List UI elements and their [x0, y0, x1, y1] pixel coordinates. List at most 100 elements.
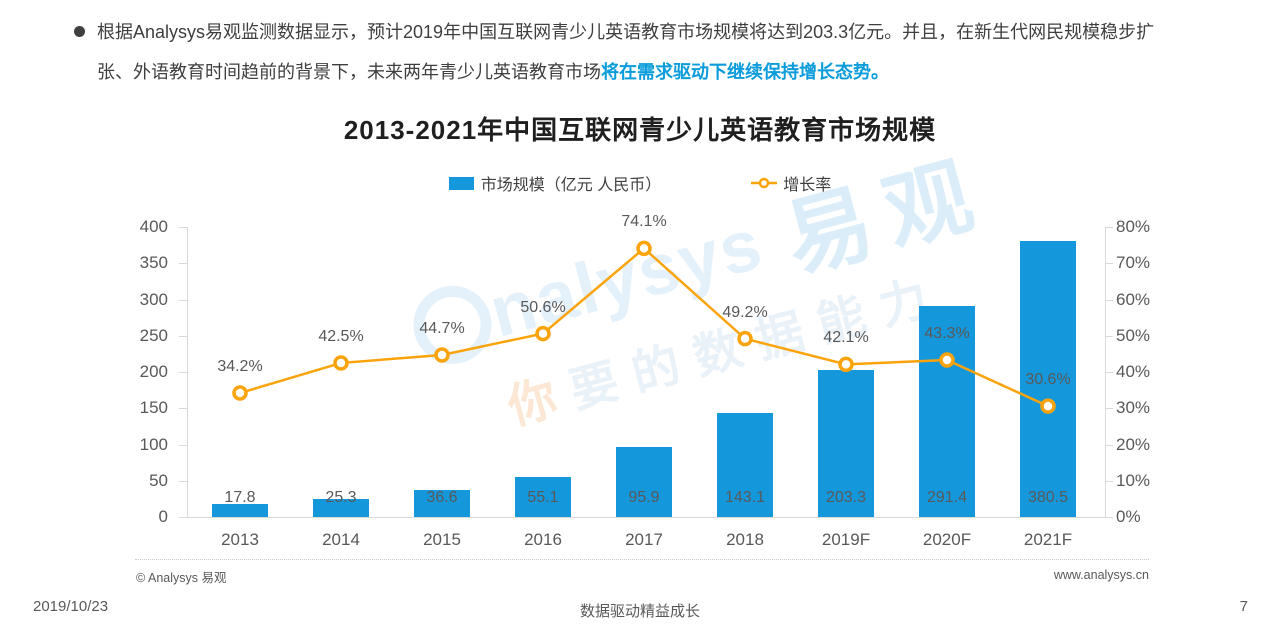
y-axis-label-left: 200	[139, 362, 168, 381]
bar	[818, 369, 874, 517]
y-axis-tick	[179, 335, 187, 337]
y-axis-label-left: 300	[139, 289, 168, 309]
bar-value-label: 380.5	[1027, 489, 1069, 506]
bullet-line2-normal: 张、外语教育时间趋前的背景下，未来两年青少儿英语教育市场	[97, 62, 601, 82]
line-series-marker-icon	[751, 177, 778, 189]
x-axis-label: 2015	[423, 530, 461, 549]
growth-rate-label: 30.6%	[1025, 371, 1071, 389]
bullet-highlighted-text: 将在需求驱动下继续保持增长态势。	[601, 62, 889, 82]
growth-rate-label: 42.5%	[318, 327, 364, 345]
bar	[1020, 241, 1076, 517]
x-axis-label: 2017	[625, 530, 663, 549]
growth-rate-point	[535, 325, 551, 342]
y-axis-label-right: 50%	[1116, 325, 1151, 345]
growth-rate-label: 50.6%	[520, 298, 566, 316]
bar-value-label: 36.6	[426, 489, 458, 506]
y-axis-tick	[179, 480, 187, 482]
y-axis-tick	[179, 227, 187, 228]
footer-date: 2019/10/23	[33, 598, 109, 615]
page-number: 7	[1239, 598, 1248, 615]
bar	[313, 498, 369, 517]
bar	[717, 413, 773, 517]
chart-title: 2013-2021年中国互联网青少儿英语教育市场规模	[343, 115, 937, 145]
y-axis-tick-right	[1105, 299, 1113, 301]
bar	[212, 504, 268, 517]
bar	[515, 477, 571, 517]
y-axis-label-right: 10%	[1116, 470, 1151, 490]
y-axis-label-left: 400	[139, 217, 168, 236]
y-axis-label-right: 60%	[1116, 289, 1151, 309]
x-axis-label: 2020F	[922, 530, 972, 549]
bar	[414, 490, 470, 517]
y-axis-label-left: 150	[139, 398, 168, 418]
bullet-line1: 根据Analysys易观监测数据显示，预计2019年中国互联网青少儿英语教育市场…	[97, 22, 1155, 42]
bar-value-label: 291.4	[926, 489, 968, 506]
growth-rate-point	[838, 356, 854, 373]
dotted-divider	[135, 559, 1149, 560]
y-axis-tick-right	[1105, 517, 1113, 518]
y-axis-line-left	[187, 227, 188, 517]
y-axis-label-right: 80%	[1116, 217, 1151, 236]
y-axis-label-right: 70%	[1116, 253, 1151, 273]
y-axis-label-left: 100	[139, 434, 168, 454]
chart-legend: 市场规模（亿元 人民币） 增长率	[0, 171, 1280, 195]
x-axis-label: 2018	[726, 530, 764, 549]
y-axis-label-right: 30%	[1116, 398, 1151, 418]
y-axis-label-left: 50	[149, 470, 168, 490]
y-axis-tick	[179, 408, 187, 410]
growth-rate-label: 43.3%	[924, 325, 970, 343]
growth-rate-label: 34.2%	[217, 358, 263, 376]
bullet-line2: 张、外语教育时间趋前的背景下，未来两年青少儿英语教育市场将在需求驱动下继续保持增…	[97, 52, 1217, 92]
growth-rate-point	[939, 352, 955, 368]
y-axis-tick	[179, 299, 187, 301]
copyright-text: © Analysys 易观	[136, 571, 227, 585]
growth-rate-label: 44.7%	[419, 319, 465, 337]
bar-value-label: 25.3	[325, 489, 357, 506]
y-axis-label-left: 0	[158, 507, 168, 526]
legend-line-label: 增长率	[783, 177, 832, 194]
y-axis-tick-right	[1105, 263, 1113, 265]
growth-rate-label: 49.2%	[722, 303, 768, 321]
bar-value-label: 55.1	[527, 489, 559, 506]
y-axis-tick-right	[1105, 335, 1113, 337]
growth-rate-point	[333, 355, 349, 371]
bar	[919, 305, 975, 517]
x-axis-label: 2019F	[821, 530, 871, 549]
footer-slogan: 数据驱动精益成长	[579, 603, 700, 620]
growth-rate-label: 74.1%	[621, 213, 667, 231]
y-axis-label-left: 250	[139, 325, 168, 345]
bar-value-label: 17.8	[224, 489, 256, 506]
x-axis-label: 2016	[524, 530, 562, 549]
bullet-marker-icon	[74, 26, 85, 37]
legend-item-growth-rate: 增长率	[751, 171, 831, 195]
x-axis-line	[187, 517, 1105, 518]
bullet-paragraph: 根据Analysys易观监测数据显示，预计2019年中国互联网青少儿英语教育市场…	[97, 12, 1217, 92]
bar	[616, 447, 672, 517]
y-axis-tick-right	[1105, 372, 1113, 373]
growth-rate-line	[232, 240, 1056, 414]
legend-item-market-size: 市场规模（亿元 人民币）	[448, 171, 661, 195]
y-axis-tick-right	[1105, 444, 1113, 446]
y-axis-tick	[179, 444, 187, 446]
website-link[interactable]: www.analysys.cn	[1053, 568, 1149, 582]
bar-series-swatch-icon	[448, 176, 474, 190]
y-axis-tick-right	[1105, 227, 1113, 228]
growth-rate-point	[636, 240, 652, 257]
y-axis-label-right: 40%	[1116, 362, 1151, 381]
y-axis-label-left: 350	[139, 253, 168, 273]
y-axis-tick-right	[1105, 408, 1113, 410]
growth-rate-label: 42.1%	[823, 329, 869, 347]
y-axis-tick	[179, 517, 187, 518]
growth-rate-point	[232, 385, 248, 401]
bar-value-label: 95.9	[628, 489, 660, 506]
x-axis-label: 2014	[322, 530, 360, 549]
growth-rate-point	[434, 347, 450, 363]
y-axis-tick	[179, 372, 187, 373]
y-axis-tick	[179, 263, 187, 265]
bar-value-label: 203.3	[825, 489, 867, 506]
growth-rate-point	[737, 330, 753, 347]
y-axis-label-right: 20%	[1116, 434, 1151, 454]
y-axis-label-right: 0%	[1116, 507, 1141, 526]
